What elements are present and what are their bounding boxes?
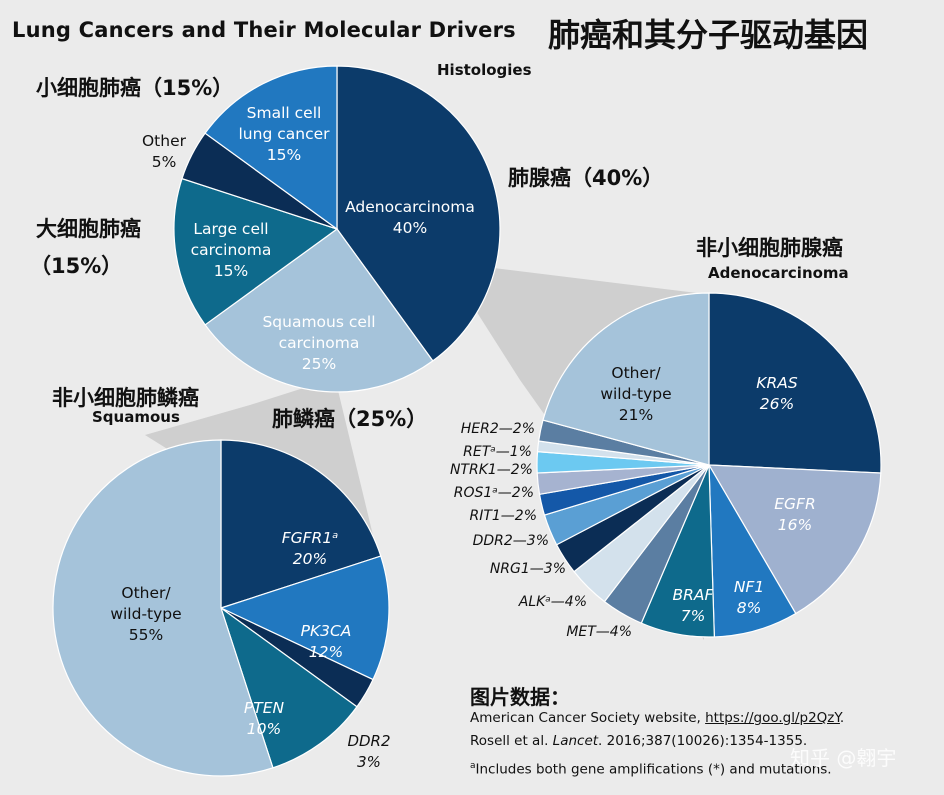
histology-slice-squamous-cell-carcinoma (204, 228, 434, 393)
label-ros1: ROS1ᵃ—2% (454, 485, 534, 501)
label-rit1: RIT1—2% (469, 508, 537, 524)
adenocarcinoma-pie (536, 292, 882, 638)
label-ddr2-squamous: DDR2 3% (347, 732, 390, 771)
label-pten: PTEN 10% (244, 699, 285, 738)
footnote-text: Includes both gene amplifications (*) an… (475, 761, 832, 778)
adeno-pie-title-chinese: 非小细胞肺腺癌 (696, 236, 843, 260)
histology-slice-small-cell-lung-cancer (204, 65, 338, 231)
label-large-cell: Large cell carcinoma 15% (191, 220, 272, 280)
histology-slice-large-cell-carcinoma (173, 177, 339, 326)
adeno-slice-other-wild-type (542, 292, 710, 466)
label-ntrk1: NTRK1—2% (450, 462, 533, 478)
footnote-mark: a (470, 761, 476, 771)
squamous-pie-title-english: Squamous (92, 408, 180, 426)
label-braf: BRAF 7% (673, 586, 715, 625)
histology-slice-adenocarcinoma (336, 65, 501, 362)
source-line-1-suffix: . (839, 710, 845, 726)
source-journal: Lancet (552, 733, 599, 749)
label-pk3ca: PK3CA 12% (301, 622, 352, 661)
label-small-cell: Small cell lung cancer 15% (239, 104, 331, 164)
small-cell-chinese-label: 小细胞肺癌（15%） (36, 76, 234, 100)
squamous-chinese-label: 肺鳞癌（25%） (272, 407, 428, 431)
label-squamous: Squamous cell carcinoma 25% (262, 313, 375, 373)
label-alk: ALKᵃ—4% (518, 594, 587, 610)
label-kras: KRAS 26% (756, 374, 798, 413)
label-ddr2-adeno: DDR2—3% (473, 533, 549, 549)
source-heading: 图片数据： (470, 685, 570, 709)
footnote: aIncludes both gene amplifications (*) a… (470, 761, 832, 778)
source-line-1-prefix: American Cancer Society website, (470, 710, 706, 726)
large-cell-chinese-label: 大细胞肺癌 (36, 217, 141, 241)
squamous-pie-title-chinese: 非小细胞肺鳞癌 (52, 386, 199, 410)
squamous-slice-pten (219, 606, 358, 769)
source-line-2: Rosell et al. Lancet. 2016;387(10026):13… (470, 733, 807, 749)
watermark: 知乎 @翱宇 (790, 746, 897, 770)
label-fgfr1: FGFR1ᵃ 20% (282, 529, 339, 568)
large-cell-chinese-percent: （15%） (30, 254, 123, 278)
label-nrg1: NRG1—3% (490, 561, 566, 577)
squamous-pie (52, 439, 390, 777)
squamous-slice-pk3ca (219, 555, 390, 681)
adeno-slice-egfr (707, 464, 882, 615)
adeno-slice-kras (708, 292, 882, 474)
label-squamous-other: Other/wild-type 55% (110, 584, 181, 644)
source-line-1: American Cancer Society website, https:/… (470, 710, 844, 726)
squamous-slice-fgfr1 (220, 439, 382, 609)
label-met: MET—4% (566, 624, 632, 640)
adeno-pie-title-english: Adenocarcinoma (708, 264, 849, 282)
source-citation: . 2016;387(10026):1354-1355. (598, 733, 808, 749)
title-english: Lung Cancers and Their Molecular Drivers (12, 18, 516, 42)
adeno-chinese-label: 肺腺癌（40%） (508, 166, 664, 190)
label-adenocarcinoma: Adenocarcinoma 40% (345, 198, 475, 237)
source-link[interactable]: https://goo.gl/p2QzY (705, 710, 840, 726)
label-her2: HER2—2% (461, 421, 535, 437)
label-other: Other 5% (142, 132, 187, 171)
label-nf1: NF1 8% (734, 578, 764, 617)
label-ret: RETᵃ—1% (463, 444, 532, 460)
squamous-slice-other-wild-type (52, 439, 274, 777)
histology-pie (173, 65, 501, 393)
label-egfr: EGFR 16% (774, 495, 816, 534)
title-chinese: 肺癌和其分子驱动基因 (548, 16, 869, 54)
histologies-heading: Histologies (437, 61, 532, 79)
label-adeno-other: Other/wild-type 21% (600, 364, 671, 424)
source-authors: Rosell et al. (470, 733, 553, 749)
